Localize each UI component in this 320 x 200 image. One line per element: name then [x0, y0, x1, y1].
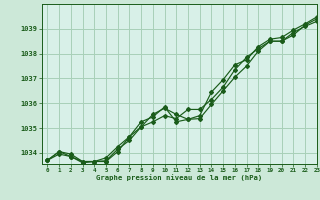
X-axis label: Graphe pression niveau de la mer (hPa): Graphe pression niveau de la mer (hPa) — [96, 175, 262, 181]
